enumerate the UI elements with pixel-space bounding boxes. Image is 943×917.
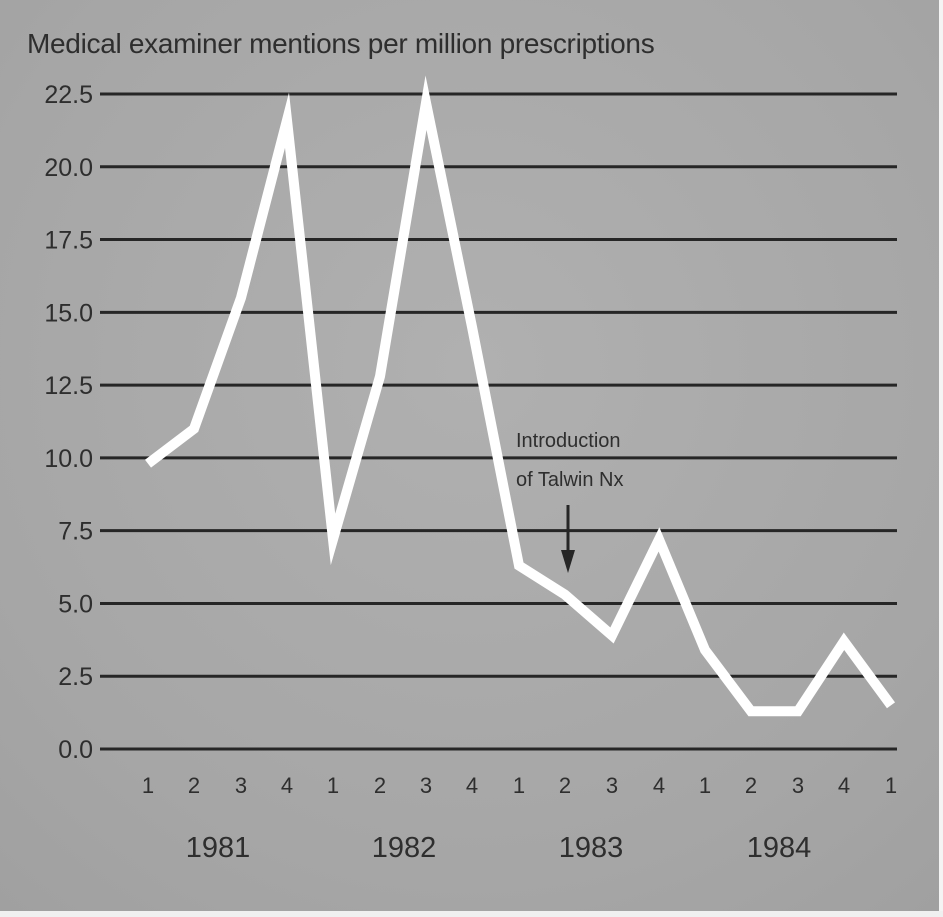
x-tick-quarter: 3 bbox=[420, 773, 432, 798]
data-series bbox=[144, 75, 896, 717]
y-tick-label: 10.0 bbox=[44, 445, 93, 473]
series-line bbox=[144, 75, 896, 717]
x-tick-quarter: 2 bbox=[559, 773, 571, 798]
y-tick-label: 17.5 bbox=[44, 227, 93, 255]
y-tick-label: 5.0 bbox=[58, 590, 93, 618]
x-tick-quarter: 2 bbox=[188, 773, 200, 798]
x-tick-quarter: 1 bbox=[327, 773, 339, 798]
page-edge bbox=[939, 0, 943, 917]
gridlines bbox=[100, 92, 897, 751]
x-tick-quarter: 4 bbox=[281, 773, 293, 798]
annotation-line1: Introduction bbox=[516, 430, 621, 452]
x-tick-year: 1983 bbox=[559, 832, 624, 864]
x-tick-year: 1982 bbox=[372, 832, 437, 864]
x-tick-quarter: 1 bbox=[699, 773, 711, 798]
x-axis-year-labels: 1981 1982 1983 1984 bbox=[186, 832, 812, 864]
x-axis-quarter-labels: 1 2 3 4 1 2 3 4 1 2 3 4 1 2 3 4 1 bbox=[142, 773, 897, 798]
x-tick-quarter: 3 bbox=[792, 773, 804, 798]
y-tick-label: 0.0 bbox=[58, 736, 93, 764]
y-tick-label: 20.0 bbox=[44, 154, 93, 182]
y-tick-label: 22.5 bbox=[44, 81, 93, 109]
x-tick-quarter: 3 bbox=[235, 773, 247, 798]
x-tick-quarter: 4 bbox=[653, 773, 665, 798]
x-tick-quarter: 1 bbox=[513, 773, 525, 798]
page-edge-bottom bbox=[0, 911, 943, 917]
x-tick-quarter: 4 bbox=[838, 773, 850, 798]
y-tick-label: 15.0 bbox=[44, 299, 93, 327]
y-tick-label: 12.5 bbox=[44, 372, 93, 400]
x-tick-year: 1984 bbox=[747, 832, 812, 864]
talwin-annotation: Introduction of Talwin Nx bbox=[516, 430, 623, 573]
y-axis-labels: 22.5 20.0 17.5 15.0 12.5 10.0 7.5 5.0 2.5 0.0 bbox=[44, 81, 93, 764]
chart-title: Medical examiner mentions per million pr… bbox=[27, 28, 655, 59]
down-arrow-icon bbox=[561, 550, 575, 573]
y-tick-label: 2.5 bbox=[58, 663, 93, 691]
x-tick-quarter: 2 bbox=[745, 773, 757, 798]
x-tick-quarter: 2 bbox=[374, 773, 386, 798]
x-tick-quarter: 3 bbox=[606, 773, 618, 798]
annotation-line2: of Talwin Nx bbox=[516, 469, 623, 491]
x-tick-quarter: 1 bbox=[885, 773, 897, 798]
x-tick-quarter: 1 bbox=[142, 773, 154, 798]
y-tick-label: 7.5 bbox=[58, 518, 93, 546]
x-tick-year: 1981 bbox=[186, 832, 251, 864]
x-tick-quarter: 4 bbox=[466, 773, 478, 798]
